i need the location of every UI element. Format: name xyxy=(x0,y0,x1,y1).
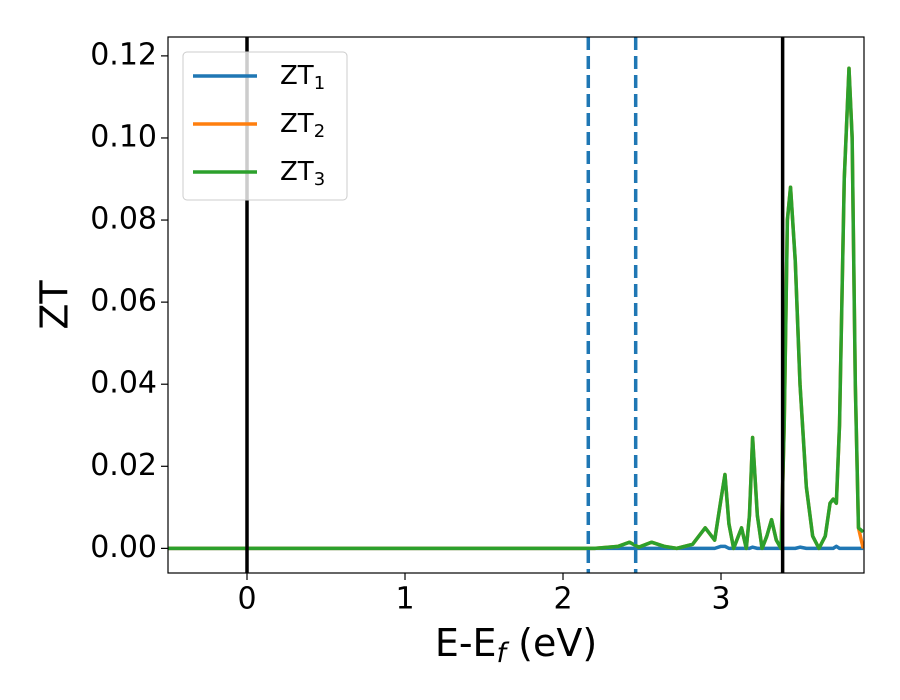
legend-name: ZT xyxy=(280,109,314,139)
x-label-main: E-E xyxy=(435,621,497,665)
y-tick-label: 0.08 xyxy=(90,202,157,237)
legend-name: ZT xyxy=(280,157,314,187)
y-axis-label: ZT xyxy=(33,280,77,330)
x-tick-label: 0 xyxy=(237,582,256,617)
x-tick-label: 2 xyxy=(553,582,572,617)
legend-label: ZT1 xyxy=(280,61,325,95)
legend-label: ZT2 xyxy=(280,109,325,143)
y-tick-label: 0.02 xyxy=(90,448,157,483)
legend-subscript: 2 xyxy=(314,121,325,142)
legend-label: ZT3 xyxy=(280,157,325,191)
legend-box xyxy=(182,51,348,201)
legend-name: ZT xyxy=(280,61,314,91)
x-tick-label: 1 xyxy=(395,582,414,617)
y-tick-label: 0.04 xyxy=(90,366,157,401)
y-tick-label: 0.10 xyxy=(90,119,157,154)
x-tick-label: 3 xyxy=(711,582,730,617)
series-line xyxy=(168,66,864,551)
legend-subscript: 3 xyxy=(314,169,325,190)
plot-frame xyxy=(167,36,865,574)
x-axis-label: E-Ef (eV) xyxy=(435,621,597,669)
y-tick-label: 0.06 xyxy=(90,284,157,319)
legend-subscript: 1 xyxy=(314,73,325,94)
y-tick-label: 0.12 xyxy=(90,37,157,72)
x-label-suffix: (eV) xyxy=(506,621,597,665)
y-tick-label: 0.00 xyxy=(90,530,157,565)
